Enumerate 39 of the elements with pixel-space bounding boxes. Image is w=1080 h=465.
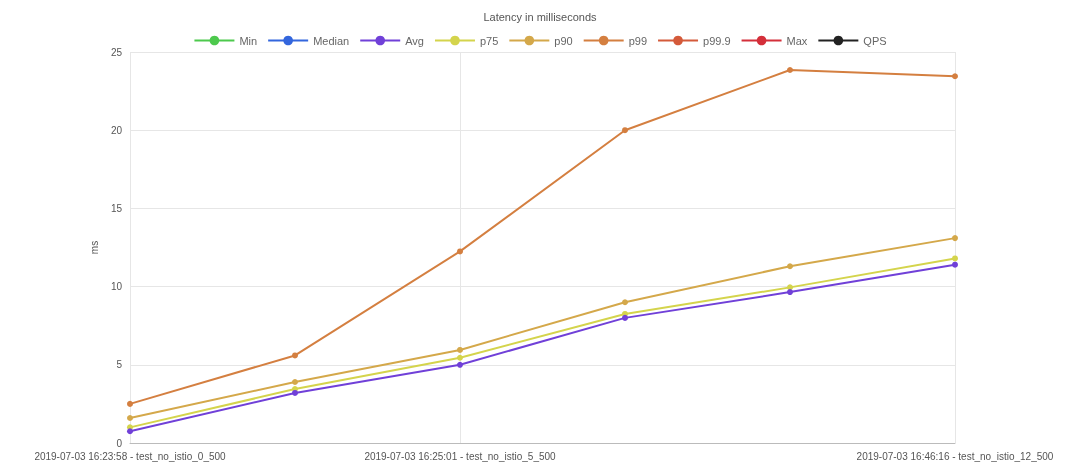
point	[622, 314, 628, 321]
legend-label: Max	[786, 34, 808, 47]
point	[127, 428, 133, 435]
y-tick-label: 15	[110, 202, 123, 214]
x-tick-label: 2019-07-03 16:25:01 - test_no_istio_5_500	[364, 450, 557, 462]
point	[622, 299, 628, 306]
point	[787, 289, 793, 296]
point	[952, 255, 958, 262]
y-tick-label: 20	[110, 124, 123, 136]
point	[952, 235, 958, 242]
point	[952, 261, 958, 268]
x-tick-label: 2019-07-03 16:23:58 - test_no_istio_0_500	[34, 450, 227, 462]
legend-label: Median	[313, 34, 350, 47]
point	[127, 400, 133, 407]
y-tick-label: 25	[110, 46, 123, 58]
point	[292, 352, 298, 359]
x-tick-label: 2019-07-03 16:46:16 - test_no_istio_12_500	[856, 450, 1054, 462]
point	[457, 354, 463, 361]
point	[457, 248, 463, 255]
legend-label: QPS	[863, 34, 887, 47]
legend-label: p90	[554, 34, 573, 47]
point	[457, 346, 463, 353]
point	[952, 73, 958, 80]
y-tick-label: 5	[116, 359, 123, 371]
point	[622, 127, 628, 134]
point	[787, 263, 793, 270]
legend-label: Min	[239, 34, 258, 47]
point	[127, 414, 133, 421]
legend-label: Avg	[405, 34, 424, 47]
legend-label: p99	[628, 34, 648, 47]
point	[457, 361, 463, 368]
legend-label: p99.9	[703, 34, 731, 47]
y-tick-label: 10	[110, 281, 123, 293]
y-axis-title: ms	[89, 240, 101, 255]
chart-title: Latency in milliseconds	[483, 10, 598, 23]
point	[292, 379, 298, 385]
point	[787, 66, 793, 73]
legend-label: p75	[479, 34, 499, 47]
y-tick-label: 0	[116, 437, 123, 449]
